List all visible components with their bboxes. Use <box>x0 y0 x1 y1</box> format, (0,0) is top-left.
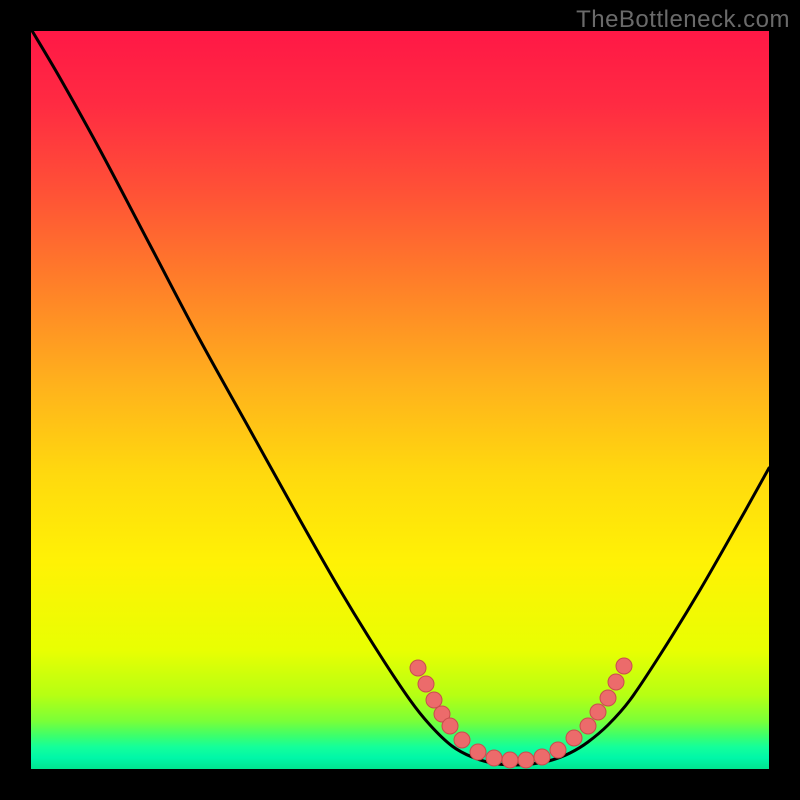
gradient-plot-area <box>31 31 769 769</box>
watermark-text: TheBottleneck.com <box>576 6 790 34</box>
chart-container: TheBottleneck.com <box>0 0 800 800</box>
